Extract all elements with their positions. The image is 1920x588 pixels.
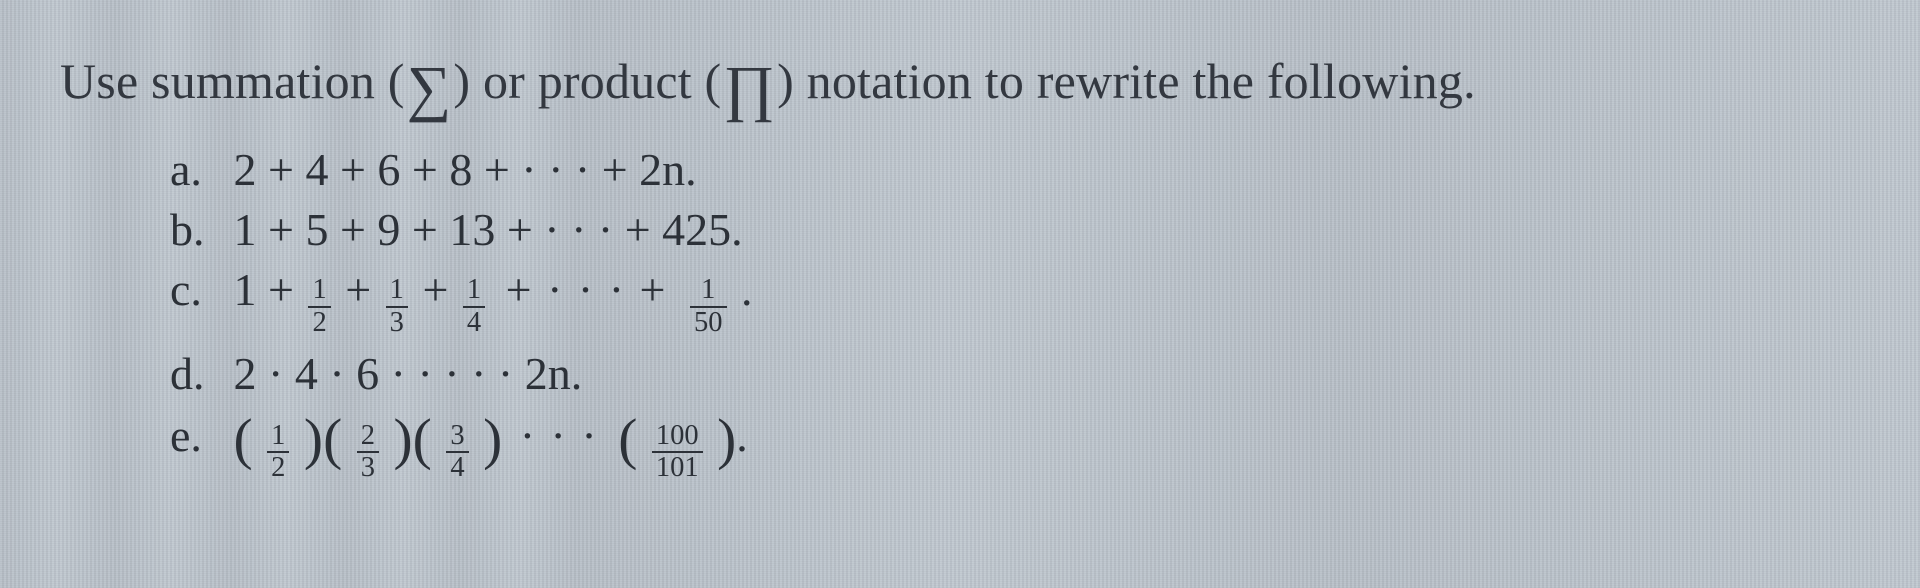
denominator: 3 (386, 308, 408, 338)
fraction: 1 2 (308, 276, 330, 337)
numerator: 1 (308, 276, 330, 308)
lparen: ( (323, 411, 342, 469)
denominator: 2 (267, 453, 289, 483)
numerator: 1 (386, 276, 408, 308)
rparen: ) (394, 411, 413, 469)
denominator: 50 (690, 308, 727, 338)
rparen: ) (483, 411, 502, 469)
sigma-symbol: ∑ (407, 48, 452, 129)
item-label: d. (170, 351, 218, 397)
numerator: 1 (690, 276, 727, 308)
ellipsis: + · · · + (506, 264, 681, 315)
item-b: b. 1 + 5 + 9 + 13 + · · · + 425. (170, 207, 1860, 253)
numerator: 1 (463, 276, 485, 308)
item-label: e. (170, 413, 218, 459)
lparen: ( (618, 411, 637, 469)
item-d: d. 2 · 4 · 6 · · · · · 2n. (170, 351, 1860, 397)
numerator: 3 (446, 422, 468, 454)
period: . (741, 264, 753, 315)
prompt-text-3: ) notation to rewrite the following. (777, 53, 1476, 109)
plus: + (345, 264, 382, 315)
rparen: ) (717, 411, 736, 469)
prompt-text-2: ) or product ( (453, 53, 721, 109)
fraction: 1 2 (267, 422, 289, 483)
item-e: e. ( 1 2 )( 2 3 )( 3 4 ) · · · (170, 411, 1860, 483)
item-label: a. (170, 147, 218, 193)
period: . (736, 410, 748, 461)
prompt-text-1: Use summation ( (60, 53, 405, 109)
exercise-page: Use summation (∑) or product (∏) notatio… (0, 0, 1920, 483)
numerator: 1 (267, 422, 289, 454)
lparen: ( (413, 411, 432, 469)
denominator: 101 (652, 453, 703, 483)
denominator: 4 (463, 308, 485, 338)
lparen: ( (234, 411, 253, 469)
fraction: 1 4 (463, 276, 485, 337)
lead: 1 + (234, 264, 306, 315)
denominator: 4 (446, 453, 468, 483)
fraction: 3 4 (446, 422, 468, 483)
ellipsis: · · · (520, 410, 612, 461)
fraction: 100 101 (652, 422, 703, 483)
item-label: b. (170, 207, 218, 253)
fraction: 2 3 (357, 422, 379, 483)
denominator: 3 (357, 453, 379, 483)
numerator: 2 (357, 422, 379, 454)
numerator: 100 (652, 422, 703, 454)
item-expression: 2 + 4 + 6 + 8 + · · · + 2n. (234, 144, 697, 195)
item-a: a. 2 + 4 + 6 + 8 + · · · + 2n. (170, 147, 1860, 193)
fraction: 1 3 (386, 276, 408, 337)
item-expression: 2 · 4 · 6 · · · · · 2n. (234, 348, 583, 399)
pi-symbol: ∏ (723, 48, 775, 129)
item-expression: 1 + 1 2 + 1 3 + 1 4 + · · · + 1 (234, 264, 753, 315)
rparen: ) (304, 411, 323, 469)
prompt-line: Use summation (∑) or product (∏) notatio… (60, 48, 1860, 129)
fraction: 1 50 (690, 276, 727, 337)
items-list: a. 2 + 4 + 6 + 8 + · · · + 2n. b. 1 + 5 … (60, 147, 1860, 483)
denominator: 2 (308, 308, 330, 338)
item-expression: ( 1 2 )( 2 3 )( 3 4 ) · · · ( (234, 410, 748, 461)
item-label: c. (170, 267, 218, 313)
plus: + (422, 264, 459, 315)
item-c: c. 1 + 1 2 + 1 3 + 1 4 + · · · + (170, 267, 1860, 337)
item-expression: 1 + 5 + 9 + 13 + · · · + 425. (234, 204, 743, 255)
